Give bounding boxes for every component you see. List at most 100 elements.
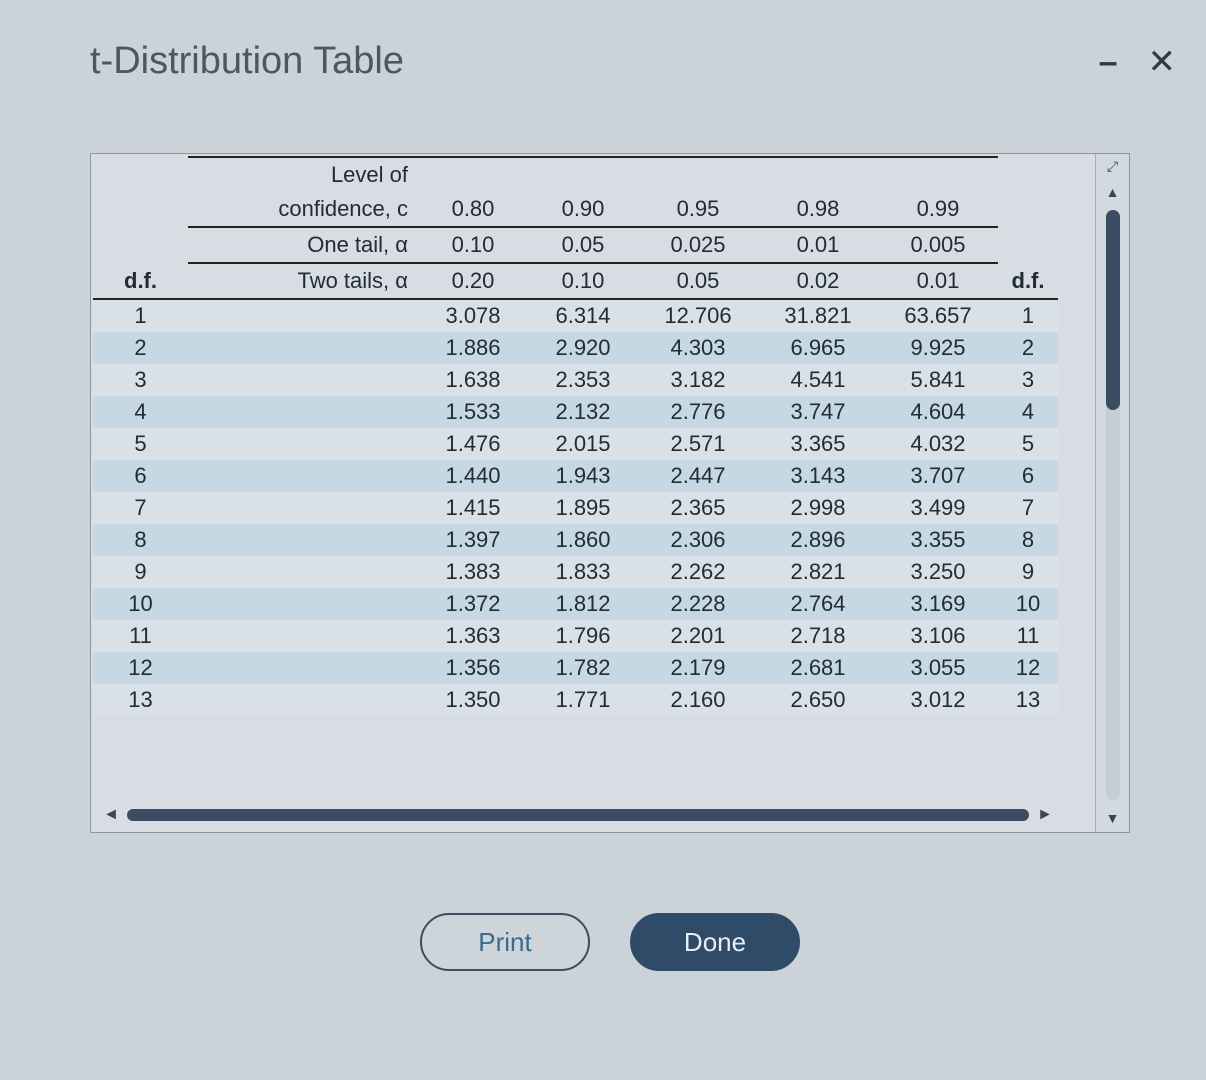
table-cell: 4.541 bbox=[758, 364, 878, 396]
table-cell: 9 bbox=[998, 556, 1058, 588]
table-cell bbox=[188, 364, 418, 396]
table-cell: 31.821 bbox=[758, 299, 878, 332]
table-cell: 2.764 bbox=[758, 588, 878, 620]
table-cell bbox=[188, 460, 418, 492]
table-row: 121.3561.7822.1792.6813.05512 bbox=[93, 652, 1058, 684]
table-cell: 3.707 bbox=[878, 460, 998, 492]
table-row: 31.6382.3533.1824.5415.8413 bbox=[93, 364, 1058, 396]
table-cell: 0.10 bbox=[418, 227, 528, 263]
table-cell: 2.776 bbox=[638, 396, 758, 428]
table-row: 71.4151.8952.3652.9983.4997 bbox=[93, 492, 1058, 524]
table-cell: 5 bbox=[93, 428, 188, 460]
table-cell bbox=[528, 157, 638, 192]
table-cell: 5.841 bbox=[878, 364, 998, 396]
close-icon[interactable]: ✕ bbox=[1148, 45, 1177, 79]
table-cell: 5 bbox=[998, 428, 1058, 460]
table-cell: 1.638 bbox=[418, 364, 528, 396]
table-cell: 1.440 bbox=[418, 460, 528, 492]
table-cell: 7 bbox=[93, 492, 188, 524]
table-cell: 2.998 bbox=[758, 492, 878, 524]
table-cell: One tail, α bbox=[188, 227, 418, 263]
table-cell: 3 bbox=[93, 364, 188, 396]
table-cell: Level of bbox=[188, 157, 418, 192]
table-row: 81.3971.8602.3062.8963.3558 bbox=[93, 524, 1058, 556]
table-cell: 10 bbox=[998, 588, 1058, 620]
scroll-left-icon[interactable]: ◄ bbox=[101, 806, 121, 824]
table-cell: 8 bbox=[93, 524, 188, 556]
table-cell: 12 bbox=[93, 652, 188, 684]
table-cell: 2.681 bbox=[758, 652, 878, 684]
table-cell: 1 bbox=[998, 299, 1058, 332]
table-cell bbox=[188, 684, 418, 716]
table-cell: 2.896 bbox=[758, 524, 878, 556]
table-cell: 1.356 bbox=[418, 652, 528, 684]
expand-icon[interactable]: ⤢ bbox=[1107, 154, 1118, 178]
print-button[interactable]: Print bbox=[420, 913, 590, 971]
table-row: 101.3721.8122.2282.7643.16910 bbox=[93, 588, 1058, 620]
h-scroll-thumb[interactable] bbox=[127, 809, 1029, 821]
table-cell: 1.771 bbox=[528, 684, 638, 716]
table-cell: 1.350 bbox=[418, 684, 528, 716]
table-cell: 0.10 bbox=[528, 263, 638, 299]
table-row: 61.4401.9432.4473.1433.7076 bbox=[93, 460, 1058, 492]
table-cell bbox=[188, 396, 418, 428]
table-cell: 9.925 bbox=[878, 332, 998, 364]
table-row: 111.3631.7962.2012.7183.10611 bbox=[93, 620, 1058, 652]
table-cell bbox=[93, 157, 188, 192]
table-cell bbox=[188, 299, 418, 332]
table-frame: Level ofconfidence, c0.800.900.950.980.9… bbox=[90, 153, 1130, 833]
table-cell bbox=[188, 652, 418, 684]
table-cell: 1.833 bbox=[528, 556, 638, 588]
table-row: 41.5332.1322.7763.7474.6044 bbox=[93, 396, 1058, 428]
horizontal-scrollbar[interactable]: ◄ ► bbox=[101, 804, 1055, 826]
table-cell: 6.965 bbox=[758, 332, 878, 364]
table-cell: 1.943 bbox=[528, 460, 638, 492]
title-bar: t-Distribution Table – ✕ bbox=[90, 40, 1186, 83]
table-cell: 13 bbox=[998, 684, 1058, 716]
table-cell bbox=[878, 157, 998, 192]
table-cell: 2.571 bbox=[638, 428, 758, 460]
vertical-scrollbar[interactable]: ⤢ ▲ ▼ bbox=[1095, 154, 1129, 832]
table-cell: 1.383 bbox=[418, 556, 528, 588]
window-controls: – ✕ bbox=[1099, 45, 1176, 79]
table-cell bbox=[188, 524, 418, 556]
scroll-up-icon[interactable]: ▲ bbox=[1096, 178, 1129, 206]
table-row: 131.3501.7712.1602.6503.01213 bbox=[93, 684, 1058, 716]
table-cell: 3 bbox=[998, 364, 1058, 396]
table-cell: 0.90 bbox=[528, 192, 638, 227]
v-scroll-thumb[interactable] bbox=[1106, 210, 1120, 410]
table-cell: 1.397 bbox=[418, 524, 528, 556]
table-cell: 3.143 bbox=[758, 460, 878, 492]
table-cell: 9 bbox=[93, 556, 188, 588]
scroll-right-icon[interactable]: ► bbox=[1035, 806, 1055, 824]
table-cell: 10 bbox=[93, 588, 188, 620]
table-cell bbox=[188, 332, 418, 364]
table-cell: 3.182 bbox=[638, 364, 758, 396]
table-cell: 2.650 bbox=[758, 684, 878, 716]
table-cell: 6.314 bbox=[528, 299, 638, 332]
table-cell: 3.499 bbox=[878, 492, 998, 524]
h-scroll-track[interactable] bbox=[127, 809, 1029, 821]
done-button[interactable]: Done bbox=[630, 913, 800, 971]
table-cell: 0.005 bbox=[878, 227, 998, 263]
table-cell: 4.032 bbox=[878, 428, 998, 460]
table-cell: 3.055 bbox=[878, 652, 998, 684]
minimize-icon[interactable]: – bbox=[1099, 45, 1118, 79]
table-cell bbox=[188, 428, 418, 460]
table-cell: 1.886 bbox=[418, 332, 528, 364]
table-cell: Two tails, α bbox=[188, 263, 418, 299]
table-cell: 3.078 bbox=[418, 299, 528, 332]
table-cell: 1.372 bbox=[418, 588, 528, 620]
table-cell: 1.812 bbox=[528, 588, 638, 620]
table-cell: 3.169 bbox=[878, 588, 998, 620]
table-cell: 2.306 bbox=[638, 524, 758, 556]
scroll-down-icon[interactable]: ▼ bbox=[1096, 804, 1129, 832]
table-cell: 2.015 bbox=[528, 428, 638, 460]
t-distribution-table: Level ofconfidence, c0.800.900.950.980.9… bbox=[93, 156, 1058, 716]
dialog-window: t-Distribution Table – ✕ Level ofconfide… bbox=[0, 0, 1206, 1080]
table-cell: 4.604 bbox=[878, 396, 998, 428]
v-scroll-track[interactable] bbox=[1106, 210, 1120, 800]
table-cell: 8 bbox=[998, 524, 1058, 556]
table-cell: 0.01 bbox=[758, 227, 878, 263]
table-cell: 3.106 bbox=[878, 620, 998, 652]
